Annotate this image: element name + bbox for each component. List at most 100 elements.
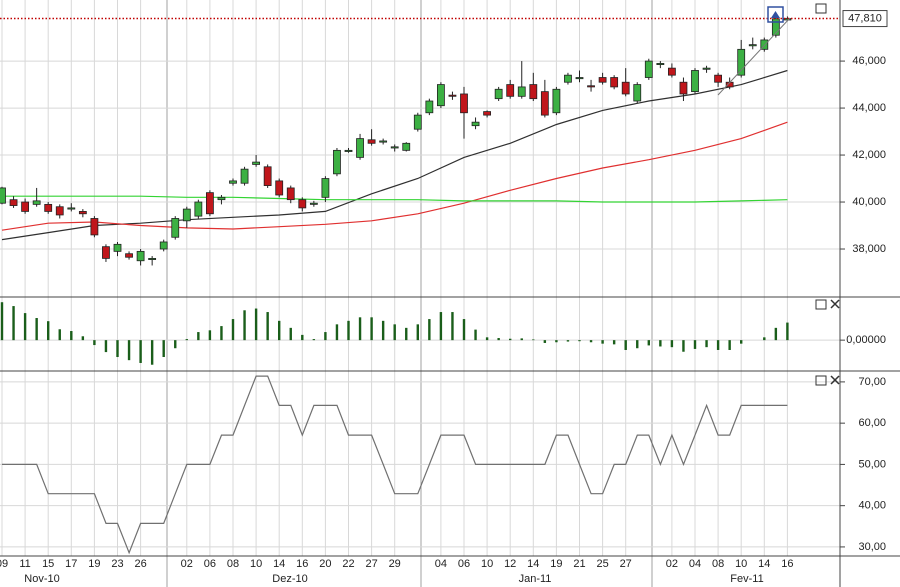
- pane-button[interactable]: [815, 375, 827, 386]
- candle-body: [644, 60, 653, 78]
- x-tick-label: 09: [0, 558, 8, 570]
- candle-body: [102, 246, 110, 259]
- y-tick-label: 44,000: [852, 102, 886, 114]
- histogram-bar: [254, 308, 258, 341]
- histogram-bar: [104, 340, 108, 353]
- candle-body: [633, 84, 642, 102]
- histogram-bar: [324, 332, 327, 341]
- candle-body: [159, 241, 168, 250]
- candle-body: [90, 218, 99, 236]
- x-tick-label: 27: [365, 558, 377, 570]
- y-tick-label: 38,000: [852, 243, 886, 255]
- histogram-bar: [278, 320, 281, 341]
- x-tick-label: 16: [296, 558, 308, 570]
- histogram-bar: [451, 312, 454, 341]
- oscillator-line: [2, 375, 788, 555]
- x-tick-label: 02: [181, 558, 193, 570]
- candle-body: [182, 208, 191, 222]
- candle-body: [621, 81, 630, 95]
- candle-body: [205, 192, 214, 215]
- histogram-bar: [485, 337, 489, 341]
- histogram-bar: [659, 340, 662, 347]
- candle-body: [425, 100, 434, 114]
- candle-body: [252, 161, 261, 165]
- histogram-bar: [243, 310, 246, 341]
- candle-body: [309, 202, 318, 205]
- x-tick-label: 04: [435, 558, 447, 570]
- histogram-bar: [150, 340, 154, 365]
- close-button[interactable]: [830, 375, 840, 385]
- candle-body: [483, 111, 492, 116]
- candle-body: [413, 114, 422, 130]
- pane-button[interactable]: [815, 3, 827, 14]
- alert-marker: [767, 6, 784, 23]
- month-label: Fev-11: [730, 573, 763, 585]
- histogram-bar: [335, 324, 339, 341]
- last-price-box: [842, 10, 888, 28]
- histogram-bar: [347, 320, 350, 341]
- histogram-bar: [520, 338, 523, 341]
- candle-body: [113, 243, 122, 252]
- histogram-bar: [566, 340, 570, 342]
- histogram-bar: [381, 320, 385, 341]
- pane-button[interactable]: [815, 299, 827, 310]
- candle-body: [506, 84, 515, 97]
- candle-body: [356, 138, 364, 158]
- x-tick-label: 20: [319, 558, 331, 570]
- histogram-bar: [93, 340, 96, 346]
- histogram-bar: [693, 340, 697, 349]
- candle-body: [78, 211, 87, 215]
- candle-body: [55, 206, 64, 216]
- histogram-bar: [543, 340, 547, 343]
- histogram-bar: [231, 319, 235, 341]
- candle-body: [460, 93, 468, 114]
- candle-body: [44, 203, 53, 212]
- x-tick-label: 06: [204, 558, 216, 570]
- x-tick-label: 10: [481, 558, 493, 570]
- x-tick-label: 16: [781, 558, 793, 570]
- month-label: Jan-11: [519, 573, 552, 585]
- x-tick-label: 10: [250, 558, 262, 570]
- histogram-bar: [47, 321, 50, 341]
- histogram-bar: [0, 302, 4, 341]
- histogram-bar: [636, 340, 639, 349]
- x-tick-label: 15: [42, 558, 54, 570]
- x-tick-label: 29: [389, 558, 401, 570]
- histogram-bar: [197, 332, 200, 341]
- candle-body: [771, 18, 780, 36]
- candle-body: [240, 168, 249, 184]
- x-tick-label: 14: [527, 558, 539, 570]
- histogram-bar: [116, 340, 119, 358]
- histogram-bar: [301, 334, 304, 341]
- x-tick-label: 11: [19, 558, 30, 570]
- histogram-bar: [370, 317, 373, 341]
- candle-body: [679, 81, 688, 95]
- candle-body: [0, 187, 6, 204]
- histogram-bar: [497, 338, 500, 341]
- histogram-bar: [70, 331, 73, 341]
- histogram-bar: [589, 340, 593, 343]
- y-tick-label: 30,00: [858, 541, 886, 553]
- candle-body: [448, 94, 457, 97]
- candle-body: [783, 18, 792, 21]
- candle-body: [529, 84, 538, 100]
- candle-body: [379, 140, 388, 143]
- histogram-bar: [12, 306, 15, 341]
- x-tick-label: 08: [712, 558, 724, 570]
- histogram-bar: [358, 317, 362, 341]
- histogram-bar: [35, 318, 38, 341]
- close-button[interactable]: [830, 299, 840, 309]
- histogram-bar: [670, 340, 674, 348]
- histogram-bar: [312, 339, 316, 341]
- histogram-bar: [624, 340, 627, 350]
- x-tick-label: 26: [134, 558, 146, 570]
- candle-body: [598, 77, 607, 83]
- histogram-bar: [266, 312, 269, 341]
- candle-body: [714, 74, 722, 83]
- histogram-bar: [786, 322, 789, 341]
- candle-body: [367, 139, 376, 144]
- candle-body: [194, 201, 203, 217]
- candle-body: [148, 258, 157, 260]
- histogram-bar: [532, 339, 535, 341]
